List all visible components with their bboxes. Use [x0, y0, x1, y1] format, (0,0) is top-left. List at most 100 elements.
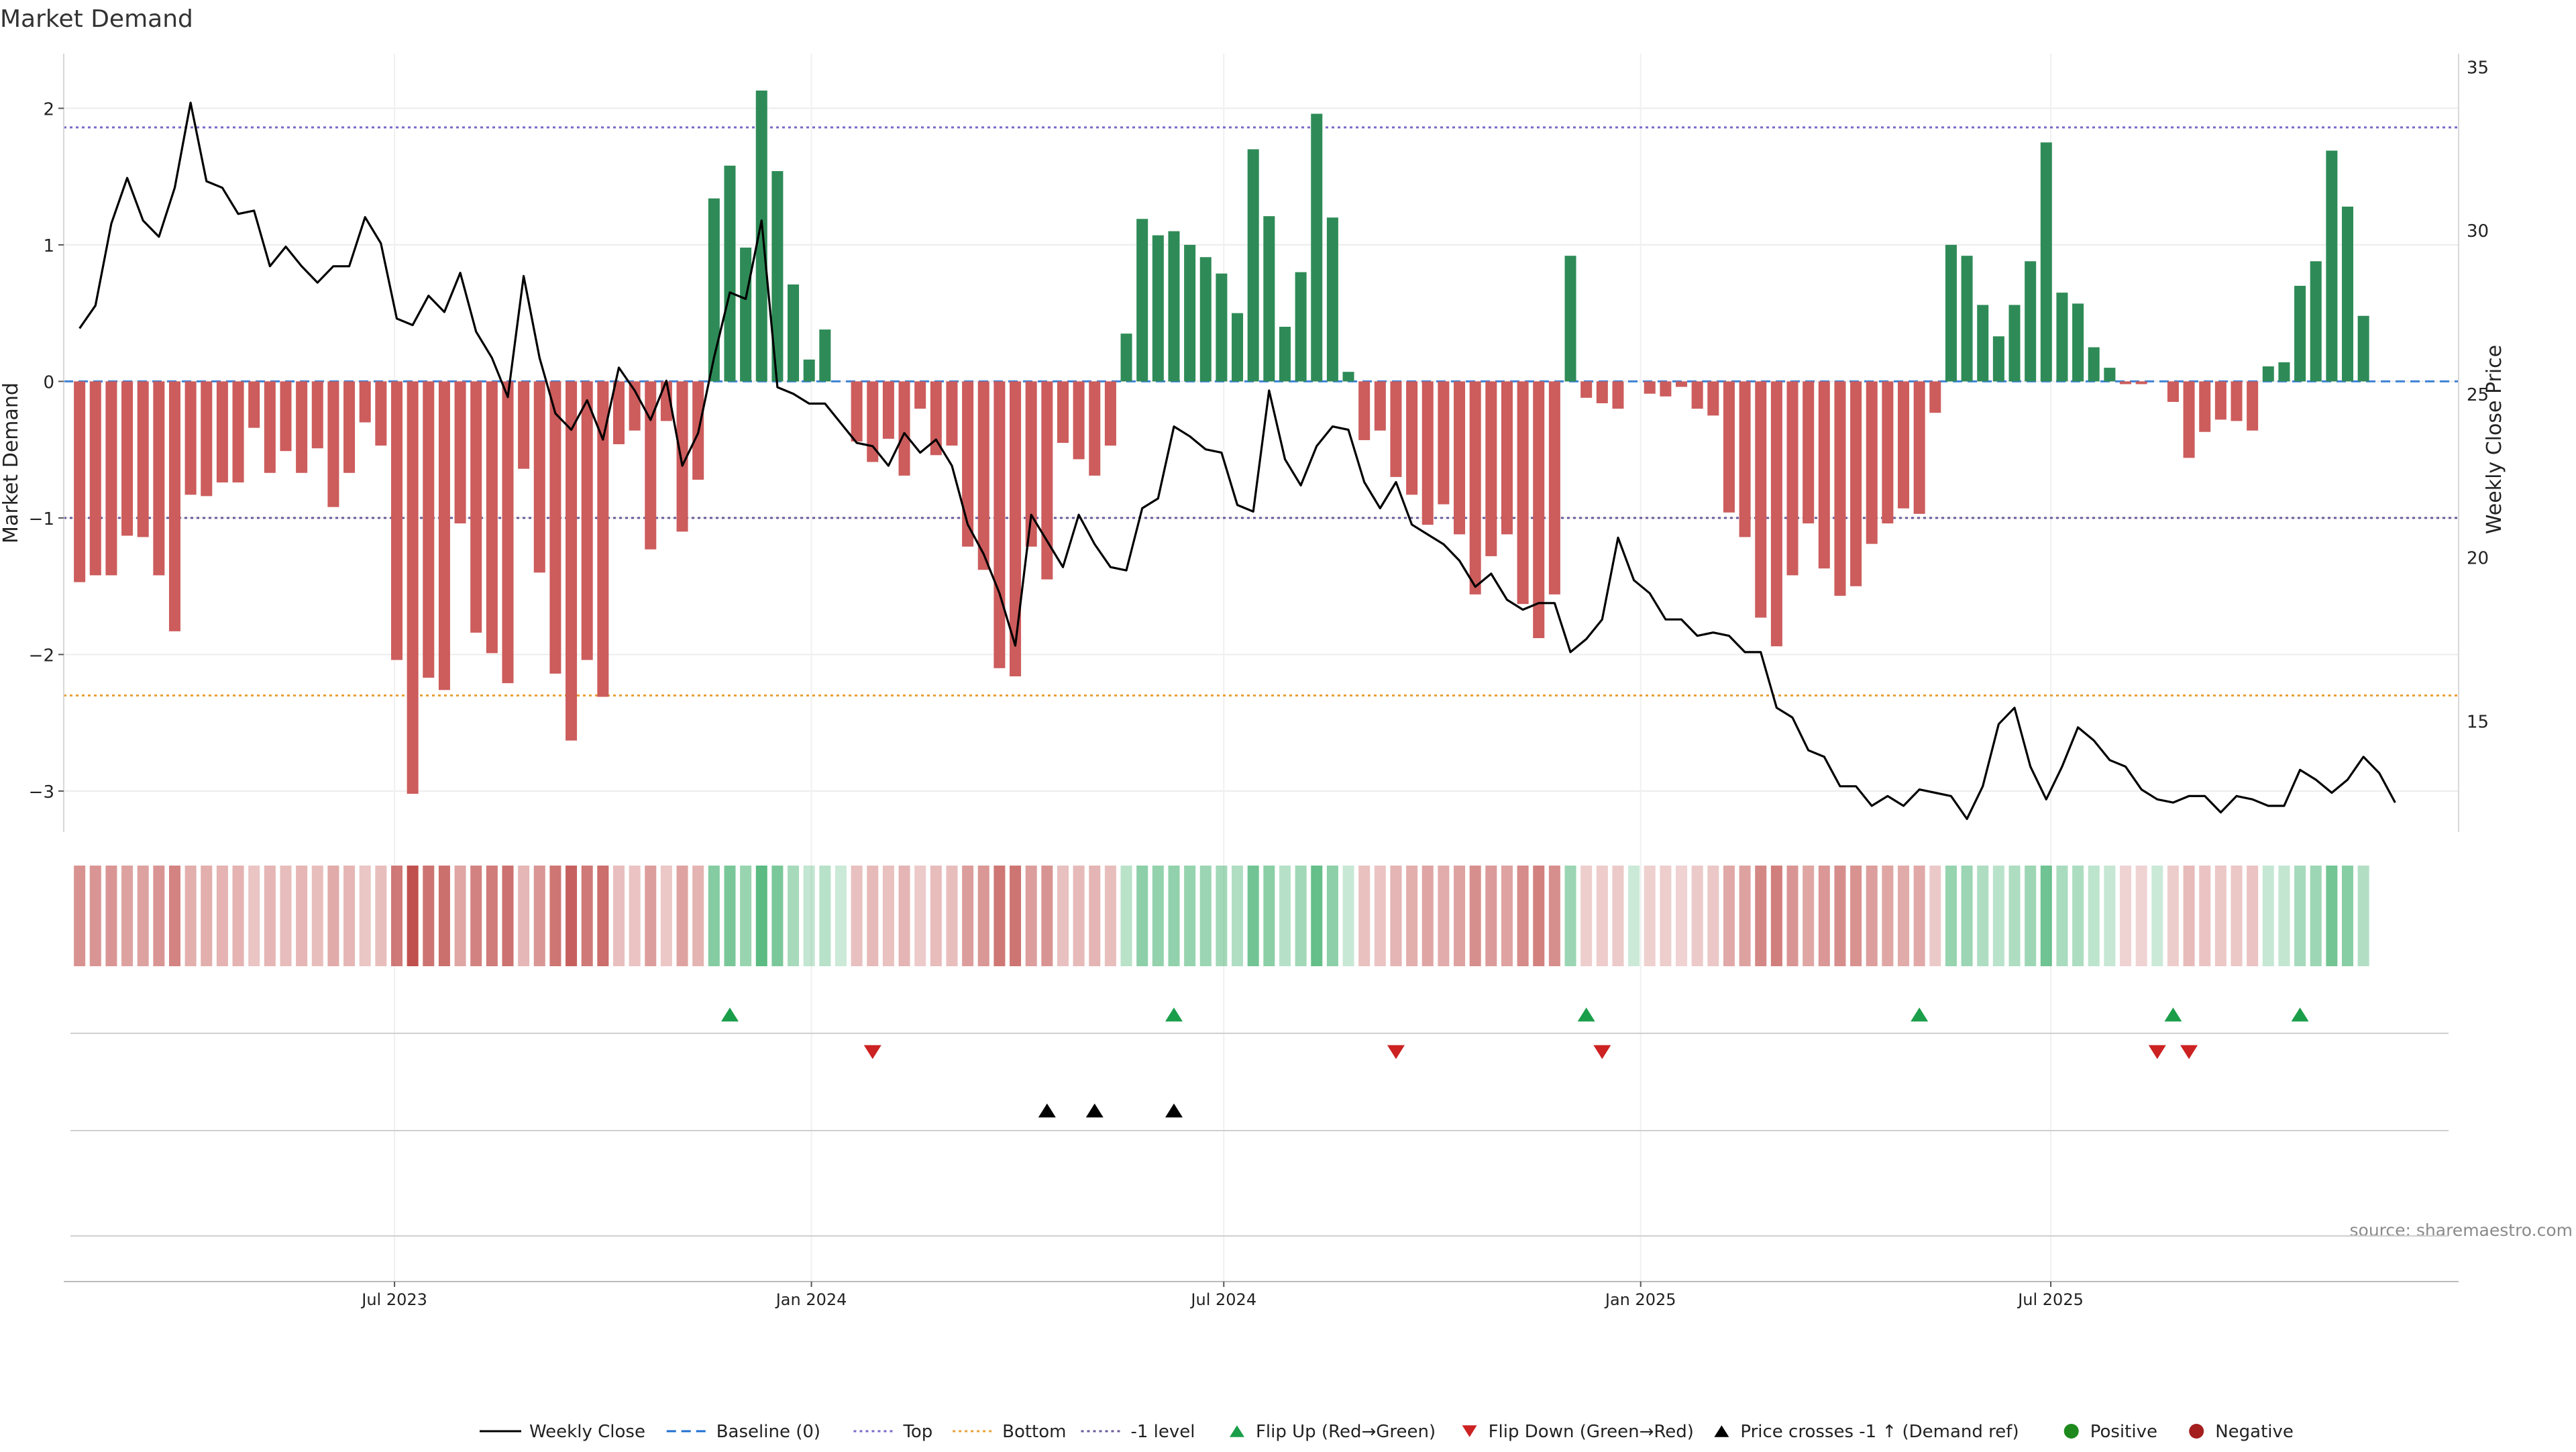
flip_down-marker	[1593, 1045, 1611, 1059]
heat-cell	[296, 866, 308, 966]
heat-cell	[2199, 866, 2211, 966]
y-tick-label: −1	[29, 509, 54, 529]
heat-cell	[1755, 866, 1767, 966]
heat-cell	[438, 866, 450, 966]
demand-bar	[597, 381, 609, 697]
heat-cell	[486, 866, 498, 966]
demand-bar	[1073, 381, 1085, 460]
demand-bar	[1755, 381, 1767, 618]
heat-cell	[216, 866, 228, 966]
heat-cell	[1596, 866, 1608, 966]
heat-cell	[1676, 866, 1688, 966]
heat-cell	[1786, 866, 1799, 966]
demand-bar	[1739, 381, 1751, 537]
heat-cell	[1358, 866, 1371, 966]
heat-cell	[2088, 866, 2100, 966]
demand-bar	[788, 284, 800, 382]
price_crosses_minus1_up-marker	[1165, 1103, 1183, 1118]
heat-cell	[2278, 866, 2290, 966]
heat-cell	[1707, 866, 1719, 966]
demand-bar	[2278, 362, 2290, 382]
demand-bar	[1057, 381, 1069, 443]
legend-label: -1 level	[1130, 1422, 1195, 1442]
heat-cell	[1390, 866, 1402, 966]
legend-label: Negative	[2215, 1422, 2294, 1442]
heat-cell	[105, 866, 117, 966]
heat-cell	[994, 866, 1006, 966]
heat-cell	[882, 866, 894, 966]
y2-axis-label: Weekly Close Price	[2483, 345, 2506, 534]
demand-bar	[1390, 381, 1402, 477]
heat-cell	[1850, 866, 1862, 966]
demand-bar	[549, 381, 561, 674]
heat-cell	[1406, 866, 1418, 966]
demand-bar	[1992, 336, 2004, 382]
heat-cell	[612, 866, 625, 966]
demand-bar	[153, 381, 165, 576]
heat-cell	[724, 866, 736, 966]
demand-bar	[1945, 244, 1957, 382]
demand-bar	[566, 381, 578, 741]
heat-cell	[375, 866, 387, 966]
legend-label: Top	[902, 1422, 932, 1442]
demand-bar	[994, 381, 1006, 668]
demand-bar	[105, 381, 117, 576]
heat-cell	[1010, 866, 1022, 966]
demand-bar	[390, 381, 403, 660]
demand-bar	[89, 381, 101, 576]
heat-cell	[201, 866, 213, 966]
legend-label: Flip Down (Green→Red)	[1489, 1422, 1694, 1442]
heat-cell	[2262, 866, 2274, 966]
heat-cell	[1485, 866, 1497, 966]
demand-bar	[1517, 381, 1529, 605]
heat-cell	[1691, 866, 1703, 966]
demand-bar	[2119, 381, 2132, 384]
demand-bar	[2008, 305, 2021, 382]
demand-bar	[2247, 381, 2259, 431]
demand-bar	[121, 381, 133, 536]
heat-cell	[1882, 866, 1894, 966]
demand-bar	[581, 381, 593, 660]
heat-cell	[1770, 866, 1782, 966]
demand-bar	[1707, 381, 1719, 416]
heat-cell	[311, 866, 323, 966]
legend-label: Price crosses -1 ↑ (Demand ref)	[1740, 1422, 2019, 1442]
demand-bar	[1184, 244, 1196, 382]
demand-bar	[676, 381, 688, 532]
demand-bar	[2056, 293, 2068, 382]
demand-bar	[1406, 381, 1418, 495]
demand-bar	[359, 381, 371, 423]
heat-cell	[1421, 866, 1434, 966]
heat-cell	[533, 866, 545, 966]
legend-swatch	[2063, 1424, 2079, 1439]
price_crosses_minus1_up-marker	[1038, 1103, 1056, 1118]
event-marker-rows	[70, 1007, 2449, 1237]
axes: 2 1 0 −1 −2 −3 35 30 25 20 15	[29, 54, 2489, 832]
heat-cell	[930, 866, 942, 966]
legend-item-weekly_close: Weekly Close	[480, 1422, 645, 1442]
heat-cell	[2326, 866, 2338, 966]
heat-cell	[1120, 866, 1132, 966]
demand-bar	[612, 381, 625, 445]
y-tick-label: 2	[43, 99, 54, 119]
demand-bar	[1723, 381, 1735, 513]
demand-bar	[1548, 381, 1560, 594]
heat-cell	[581, 866, 593, 966]
demand-bar	[1421, 381, 1434, 525]
heat-cell	[343, 866, 356, 966]
heat-cell	[1374, 866, 1386, 966]
demand-bar	[755, 90, 767, 382]
heat-cell	[1834, 866, 1846, 966]
heat-cell	[692, 866, 704, 966]
demand-bar	[1263, 216, 1275, 382]
demand-bar	[1025, 381, 1037, 547]
heat-cell	[1469, 866, 1481, 966]
demand-bar	[1818, 381, 1830, 569]
legend-swatch	[1714, 1425, 1729, 1437]
heat-cell	[2104, 866, 2116, 966]
demand-bar	[898, 381, 910, 476]
heat-cell	[1454, 866, 1466, 966]
heat-cell	[1612, 866, 1624, 966]
demand-bar	[914, 381, 926, 409]
y-axis-label: Market Demand	[0, 382, 23, 543]
